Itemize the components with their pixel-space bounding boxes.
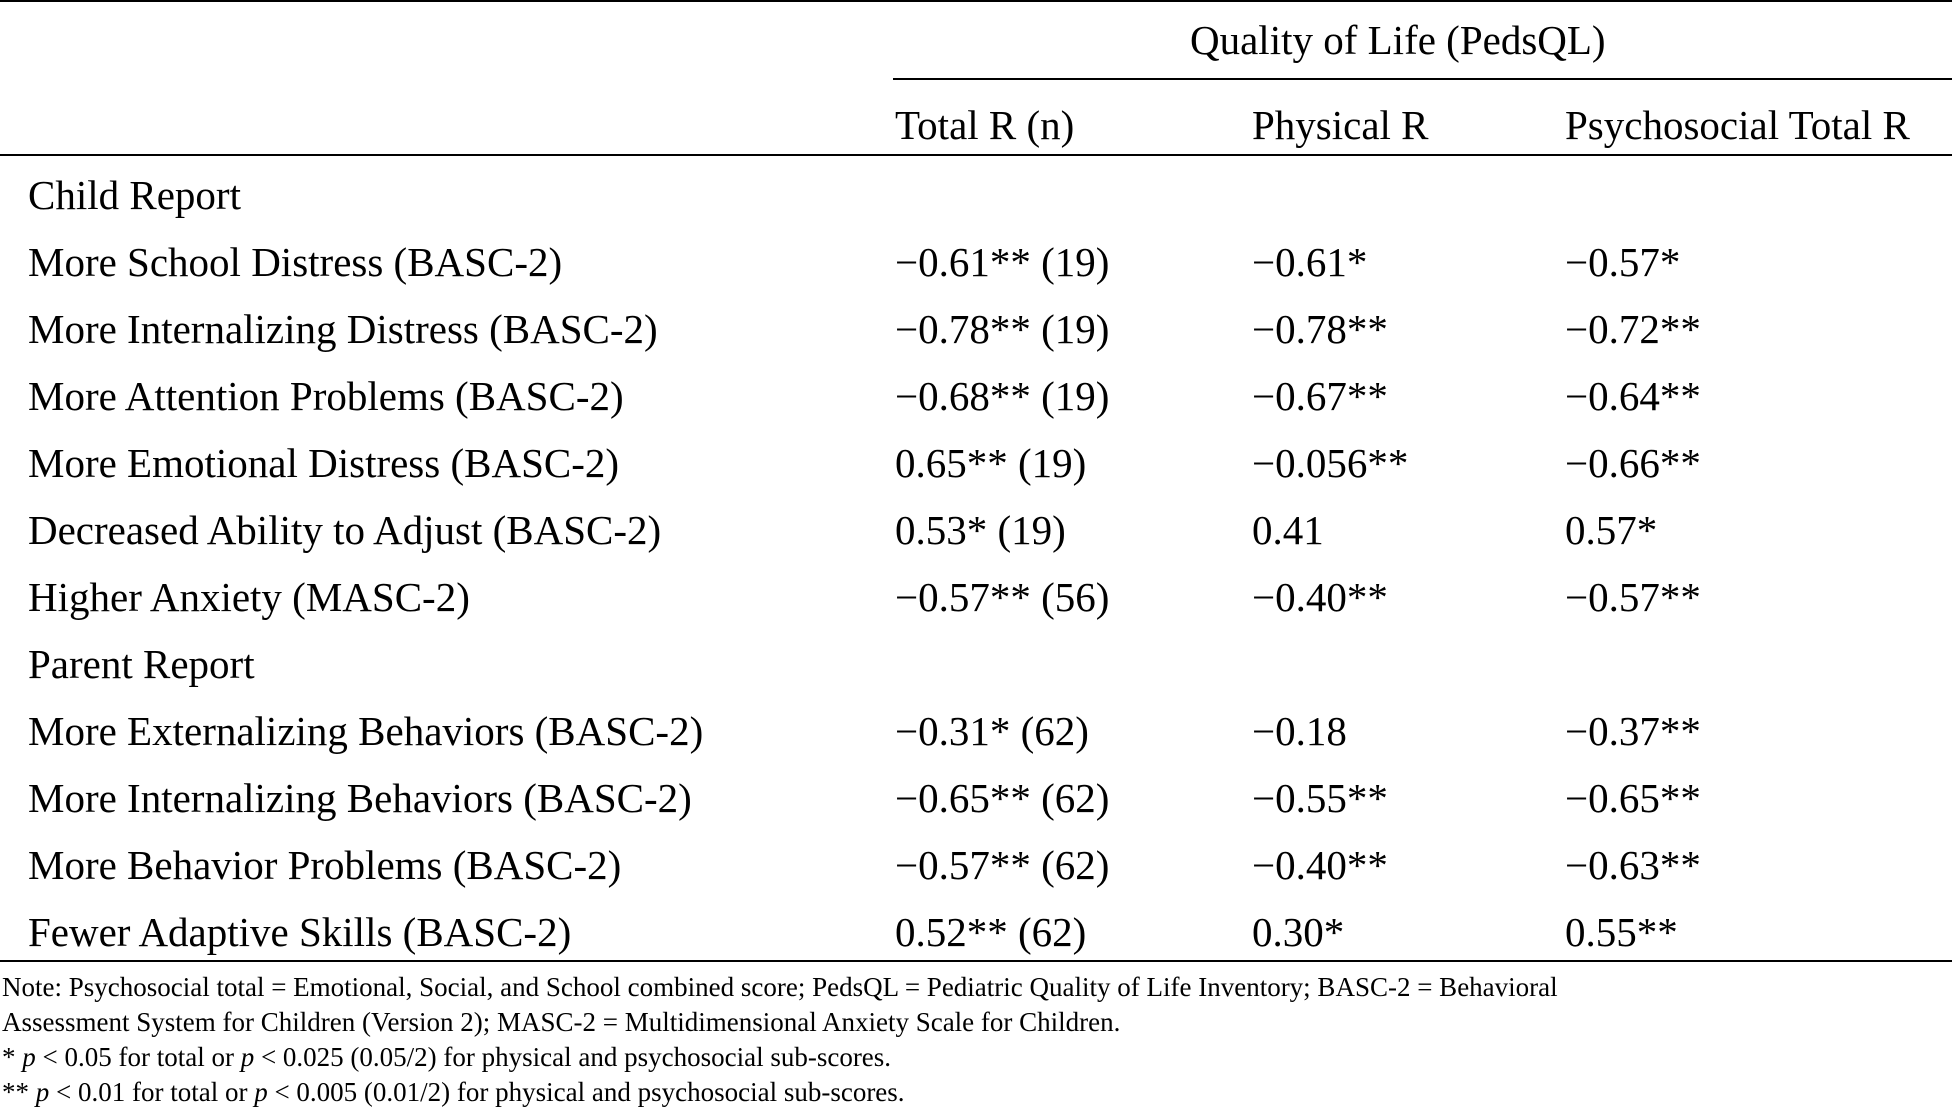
physical-r-value: −0.056**: [1252, 440, 1409, 486]
footnote-mark: *: [2, 1042, 23, 1072]
footnote-text: < 0.05 for total or: [35, 1042, 241, 1072]
physical-r-value: −0.67**: [1252, 373, 1388, 419]
row-label: Decreased Ability to Adjust (BASC-2): [28, 507, 662, 553]
psychosocial-r-value: 0.55**: [1565, 909, 1678, 955]
physical-r-value: 0.41: [1252, 507, 1324, 553]
psychosocial-r-value: −0.37**: [1565, 708, 1701, 754]
total-r-value: −0.61** (19): [895, 239, 1110, 285]
footnote-mark: **: [2, 1077, 36, 1107]
footnote-text: < 0.005 (0.01/2) for physical and psycho…: [267, 1077, 905, 1107]
span-header-rule: [893, 78, 1952, 80]
psychosocial-r-value: −0.57**: [1565, 574, 1701, 620]
row-label: More School Distress (BASC-2): [28, 239, 563, 285]
total-r-value: 0.65** (19): [895, 440, 1087, 486]
psychosocial-r-value: −0.57*: [1565, 239, 1681, 285]
physical-r-value: −0.18: [1252, 708, 1347, 754]
psychosocial-r-value: −0.64**: [1565, 373, 1701, 419]
total-r-value: −0.31* (62): [895, 708, 1089, 754]
p-symbol: p: [22, 1042, 36, 1072]
physical-r-value: 0.30*: [1252, 909, 1345, 955]
total-r-value: −0.57** (62): [895, 842, 1110, 888]
p-symbol: p: [240, 1042, 255, 1072]
footnote-text: < 0.025 (0.05/2) for physical and psycho…: [254, 1042, 892, 1072]
column-header-psychosocial-total-r: Psychosocial Total R: [1565, 102, 1910, 148]
row-label: More Internalizing Behaviors (BASC-2): [28, 775, 692, 821]
section-title-parent-report: Parent Report: [28, 641, 255, 687]
total-r-value: −0.65** (62): [895, 775, 1110, 821]
section-title-child-report: Child Report: [28, 172, 241, 218]
header-rule: [0, 154, 1952, 156]
total-r-value: 0.52** (62): [895, 909, 1087, 955]
note-line-1: Note: Psychosocial total = Emotional, So…: [2, 972, 1558, 1002]
physical-r-value: −0.40**: [1252, 574, 1388, 620]
psychosocial-r-value: −0.66**: [1565, 440, 1701, 486]
footnote-double-star: ** p < 0.01 for total or p < 0.005 (0.01…: [2, 1075, 1947, 1110]
table-notes: Note: Psychosocial total = Emotional, So…: [2, 970, 1947, 1110]
footnote-text: < 0.01 for total or: [49, 1077, 255, 1107]
row-label: More Emotional Distress (BASC-2): [28, 440, 620, 486]
p-symbol: p: [35, 1077, 50, 1107]
psychosocial-r-value: 0.57*: [1565, 507, 1658, 553]
total-r-value: −0.57** (56): [895, 574, 1110, 620]
psychosocial-r-value: −0.63**: [1565, 842, 1701, 888]
footnote-single-star: * p < 0.05 for total or p < 0.025 (0.05/…: [2, 1040, 1947, 1075]
total-r-value: −0.68** (19): [895, 373, 1110, 419]
row-label: More Externalizing Behaviors (BASC-2): [28, 708, 704, 754]
physical-r-value: −0.78**: [1252, 306, 1388, 352]
row-label: More Internalizing Distress (BASC-2): [28, 306, 658, 352]
total-r-value: −0.78** (19): [895, 306, 1110, 352]
physical-r-value: −0.40**: [1252, 842, 1388, 888]
bottom-rule: [0, 960, 1952, 962]
psychosocial-r-value: −0.72**: [1565, 306, 1701, 352]
total-r-value: 0.53* (19): [895, 507, 1066, 553]
column-header-total-r: Total R (n): [895, 102, 1075, 148]
row-label: More Attention Problems (BASC-2): [28, 373, 624, 419]
row-label: More Behavior Problems (BASC-2): [28, 842, 622, 888]
note-line-2: Assessment System for Children (Version …: [2, 1007, 1121, 1037]
span-header: Quality of Life (PedsQL): [1190, 17, 1606, 63]
psychosocial-r-value: −0.65**: [1565, 775, 1701, 821]
physical-r-value: −0.61*: [1252, 239, 1368, 285]
column-header-physical-r: Physical R: [1252, 102, 1429, 148]
row-label: Fewer Adaptive Skills (BASC-2): [28, 909, 572, 955]
physical-r-value: −0.55**: [1252, 775, 1388, 821]
row-label: Higher Anxiety (MASC-2): [28, 574, 470, 620]
p-symbol: p: [254, 1077, 268, 1107]
top-rule: [0, 0, 1952, 2]
